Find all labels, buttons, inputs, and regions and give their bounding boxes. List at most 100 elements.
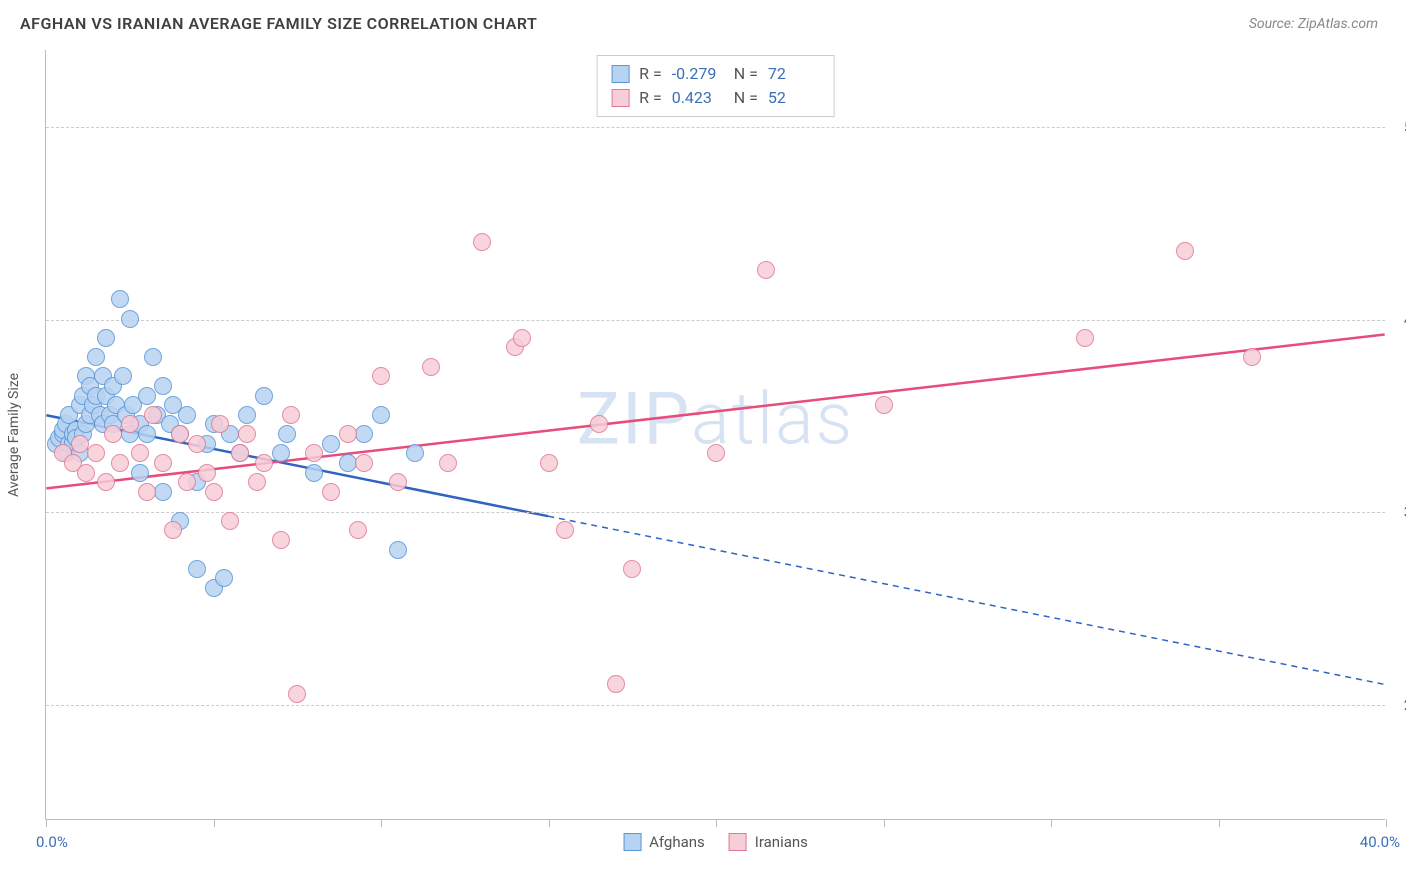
data-point-afghans (305, 464, 323, 482)
swatch-afghans (611, 65, 629, 83)
data-point-iranians (154, 454, 172, 472)
data-point-iranians (288, 685, 306, 703)
data-point-iranians (540, 454, 558, 472)
data-point-iranians (121, 415, 139, 433)
data-point-iranians (322, 483, 340, 501)
data-point-iranians (205, 483, 223, 501)
bottom-legend: Afghans Iranians (623, 833, 808, 851)
data-point-afghans (272, 444, 290, 462)
swatch-iranians-bottom (729, 833, 747, 851)
data-point-afghans (97, 329, 115, 347)
r-label: R = (639, 86, 662, 110)
data-point-iranians (131, 444, 149, 462)
n-label: N = (734, 86, 758, 110)
data-point-iranians (355, 454, 373, 472)
n-value-afghans: 72 (768, 62, 820, 86)
data-point-iranians (248, 473, 266, 491)
swatch-afghans-bottom (623, 833, 641, 851)
legend-item-afghans: Afghans (623, 833, 705, 851)
data-point-iranians (231, 444, 249, 462)
data-point-afghans (178, 406, 196, 424)
x-tick (1051, 819, 1052, 827)
data-point-iranians (282, 406, 300, 424)
data-point-iranians (111, 454, 129, 472)
r-value-afghans: -0.279 (672, 62, 724, 86)
data-point-afghans (121, 310, 139, 328)
data-point-afghans (87, 348, 105, 366)
n-label: N = (734, 62, 758, 86)
data-point-iranians (138, 483, 156, 501)
r-value-iranians: 0.423 (672, 86, 724, 110)
data-point-iranians (607, 675, 625, 693)
x-tick (884, 819, 885, 827)
x-tick (381, 819, 382, 827)
data-point-iranians (590, 415, 608, 433)
data-point-afghans (339, 454, 357, 472)
data-point-iranians (104, 425, 122, 443)
stats-row-afghans: R = -0.279 N = 72 (611, 62, 820, 86)
data-point-afghans (144, 348, 162, 366)
data-point-afghans (355, 425, 373, 443)
data-point-iranians (171, 425, 189, 443)
data-point-iranians (97, 473, 115, 491)
data-point-iranians (349, 521, 367, 539)
chart-area: Average Family Size ZIPatlas R = -0.279 … (45, 50, 1385, 820)
legend-label-iranians: Iranians (755, 833, 808, 851)
data-point-afghans (138, 425, 156, 443)
data-point-iranians (221, 512, 239, 530)
data-point-afghans (255, 387, 273, 405)
data-point-iranians (238, 425, 256, 443)
data-point-afghans (389, 541, 407, 559)
data-point-iranians (556, 521, 574, 539)
x-tick (1386, 819, 1387, 827)
gridline (46, 127, 1385, 128)
data-point-afghans (114, 367, 132, 385)
data-point-iranians (71, 435, 89, 453)
data-point-iranians (272, 531, 290, 549)
data-point-iranians (178, 473, 196, 491)
source-label: Source: ZipAtlas.com (1249, 16, 1378, 32)
data-point-iranians (757, 261, 775, 279)
data-point-afghans (406, 444, 424, 462)
x-tick (716, 819, 717, 827)
data-point-afghans (372, 406, 390, 424)
data-point-iranians (372, 367, 390, 385)
trend-line-dashed-afghans (548, 516, 1384, 684)
data-point-afghans (238, 406, 256, 424)
gridline (46, 512, 1385, 513)
n-value-iranians: 52 (768, 86, 820, 110)
data-point-iranians (1243, 348, 1261, 366)
data-point-iranians (188, 435, 206, 453)
stats-legend-box: R = -0.279 N = 72 R = 0.423 N = 52 (596, 55, 835, 117)
gridline (46, 320, 1385, 321)
data-point-afghans (278, 425, 296, 443)
data-point-iranians (255, 454, 273, 472)
x-tick (46, 819, 47, 827)
chart-title: AFGHAN VS IRANIAN AVERAGE FAMILY SIZE CO… (20, 14, 537, 33)
data-point-iranians (439, 454, 457, 472)
r-label: R = (639, 62, 662, 86)
data-point-iranians (875, 396, 893, 414)
data-point-afghans (154, 483, 172, 501)
data-point-iranians (339, 425, 357, 443)
data-point-afghans (111, 290, 129, 308)
x-axis-max-label: 40.0% (1360, 833, 1400, 851)
data-point-iranians (144, 406, 162, 424)
data-point-iranians (422, 358, 440, 376)
data-point-iranians (389, 473, 407, 491)
data-point-iranians (1176, 242, 1194, 260)
stats-row-iranians: R = 0.423 N = 52 (611, 86, 820, 110)
data-point-afghans (322, 435, 340, 453)
data-point-afghans (131, 464, 149, 482)
data-point-afghans (215, 569, 233, 587)
x-tick (214, 819, 215, 827)
data-point-afghans (154, 377, 172, 395)
data-point-iranians (473, 233, 491, 251)
data-point-iranians (198, 464, 216, 482)
data-point-iranians (513, 329, 531, 347)
data-point-iranians (305, 444, 323, 462)
data-point-iranians (77, 464, 95, 482)
x-tick (549, 819, 550, 827)
gridline (46, 705, 1385, 706)
legend-item-iranians: Iranians (729, 833, 808, 851)
